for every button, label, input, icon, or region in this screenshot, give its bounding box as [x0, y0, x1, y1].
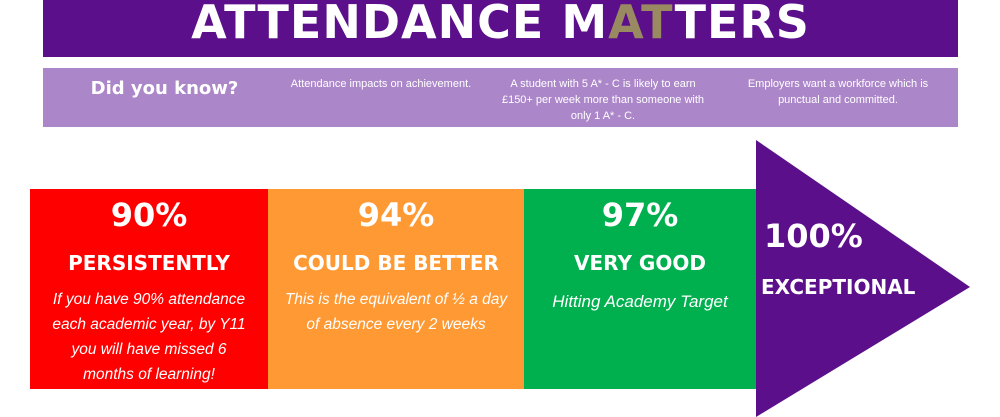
band-could-be-better: 94% COULD BE BETTER This is the equivale… — [268, 189, 524, 389]
band-label: VERY GOOD — [574, 251, 706, 275]
info-heading: Did you know? — [90, 77, 239, 99]
title-accent: AT — [608, 0, 675, 49]
fact-employers: Employers want a workforce which is punc… — [747, 78, 929, 106]
band-percent: 94% — [357, 196, 435, 234]
band-percent: 97% — [601, 196, 679, 234]
band-description: Hitting Academy Target — [552, 292, 728, 311]
band-persistently: 90% PERSISTENTLY If you have 90% attenda… — [30, 189, 268, 389]
page-title: ATTENDANCE MATTERS — [191, 0, 810, 45]
fact-earnings: A student with 5 A* - C is likely to ear… — [501, 78, 705, 122]
band-description: If you have 90% attendance each academic… — [52, 291, 246, 383]
arrow-label: EXCEPTIONAL — [761, 275, 916, 299]
fact-achievement: Attendance impacts on achievement. — [290, 78, 472, 90]
title-banner: ATTENDANCE MATTERS — [43, 0, 958, 57]
title-part-1: ATTENDANCE M — [191, 0, 609, 49]
arrow-percent: 100% — [764, 217, 863, 255]
title-part-3: TERS — [674, 0, 810, 49]
band-label: PERSISTENTLY — [68, 251, 230, 275]
band-label: COULD BE BETTER — [293, 251, 499, 275]
arrow-shape — [756, 140, 970, 417]
band-description: This is the equivalent of ½ a day of abs… — [284, 291, 508, 333]
band-percent: 90% — [110, 196, 188, 234]
band-exceptional-arrow: 100% EXCEPTIONAL — [756, 140, 970, 417]
info-band: Did you know? Attendance impacts on achi… — [43, 68, 958, 127]
band-very-good: 97% VERY GOOD Hitting Academy Target — [524, 189, 756, 389]
